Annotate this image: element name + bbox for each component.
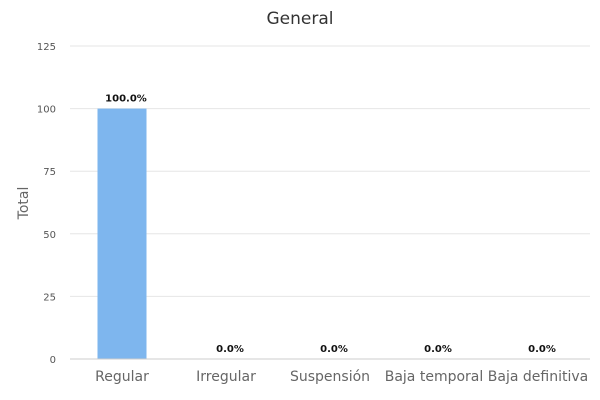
y-tick-label: 125 (37, 42, 56, 53)
y-tick-label: 50 (43, 230, 56, 241)
data-label: 0.0% (320, 344, 348, 355)
y-axis-ticks: 0 25 50 75 100 125 (37, 42, 56, 366)
x-tick-label: Suspensión (290, 369, 370, 385)
bar (97, 108, 147, 359)
data-labels: 100.0% 0.0% 0.0% 0.0% 0.0% (105, 94, 556, 355)
y-tick-label: 25 (43, 292, 56, 303)
data-label: 0.0% (216, 344, 244, 355)
x-tick-label: Baja temporal (385, 369, 484, 385)
x-tick-label: Baja definitiva (488, 369, 588, 385)
x-axis-ticks: Regular Irregular Suspensión Baja temporal B… (95, 369, 588, 385)
bars (97, 108, 147, 359)
x-tick-label: Irregular (196, 369, 256, 385)
x-tick-label: Regular (95, 369, 149, 385)
y-tick-label: 0 (50, 355, 56, 366)
data-label: 0.0% (528, 344, 556, 355)
y-axis-label: Total (16, 187, 32, 221)
chart-title: General (267, 9, 334, 29)
data-label: 0.0% (424, 344, 452, 355)
y-tick-label: 75 (43, 167, 56, 178)
data-label: 100.0% (105, 94, 147, 105)
grid-lines (70, 45, 590, 297)
y-tick-label: 100 (37, 105, 56, 116)
